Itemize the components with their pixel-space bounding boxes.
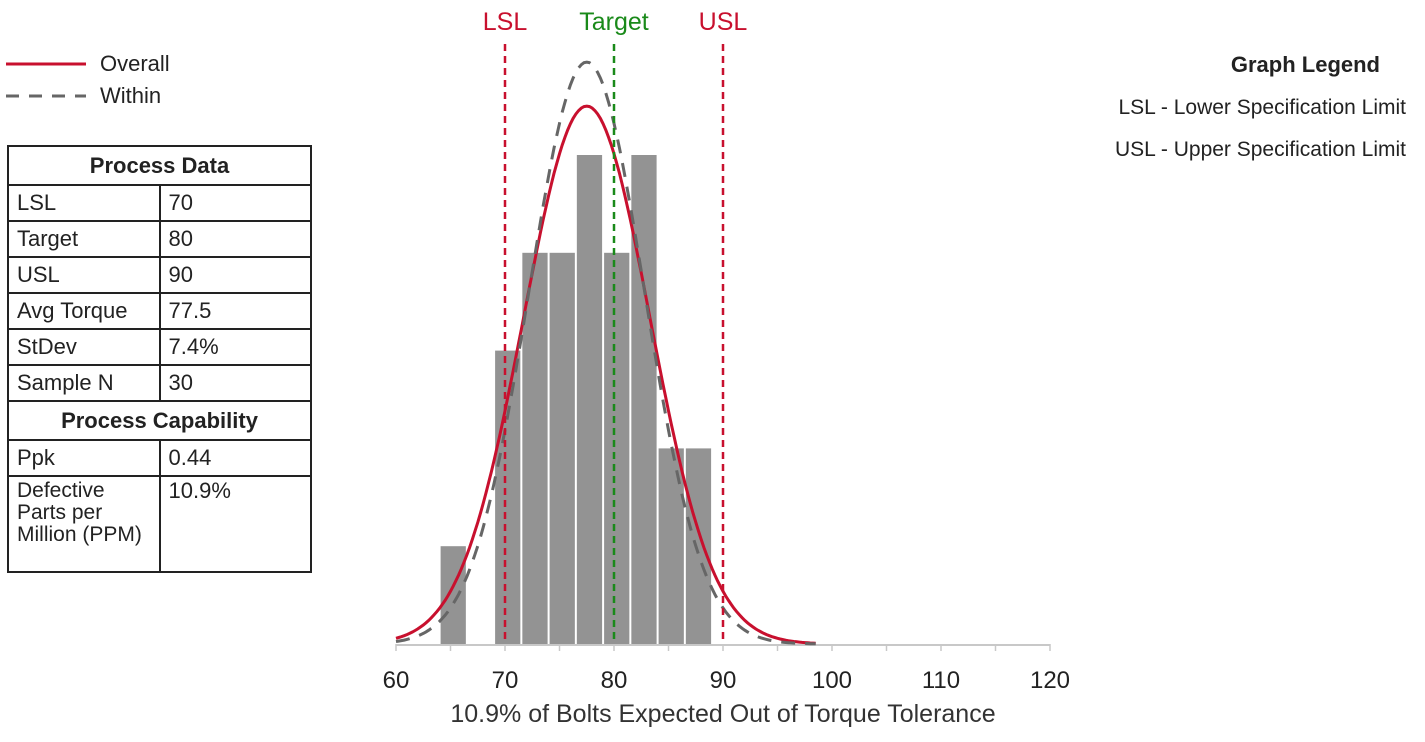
- histogram-bar: [576, 155, 603, 644]
- legend-label-within: Within: [100, 83, 162, 108]
- x-tick-label: 80: [601, 667, 628, 694]
- x-tick-label: 90: [710, 667, 737, 694]
- legend-label-overall: Overall: [100, 51, 170, 76]
- row-label: LSL: [7, 184, 161, 222]
- x-tick-label: 100: [812, 667, 852, 694]
- histogram-bar: [549, 252, 575, 645]
- row-value: 0.44: [158, 439, 312, 477]
- process-data-header: Process Data: [7, 145, 312, 186]
- graph-legend-lsl: LSL - Lower Specification Limit: [1118, 96, 1406, 119]
- histogram-bar: [604, 252, 630, 645]
- graph-legend: Graph Legend LSL - Lower Specification L…: [1000, 52, 1420, 162]
- histogram-bar: [440, 546, 466, 644]
- process-data-table: Process Data LSL 70 Target 80 USL 90 Avg To…: [7, 145, 312, 573]
- row-value: 70: [158, 184, 312, 222]
- row-value: 10.9%: [158, 475, 312, 573]
- table-row: LSL 70: [7, 184, 312, 222]
- x-tick-label: 70: [492, 667, 519, 694]
- series-legend: Overall Within: [6, 48, 206, 112]
- process-capability-header: Process Capability: [7, 400, 312, 441]
- spec-label-lsl: LSL: [483, 8, 528, 36]
- row-label: Defective Parts per Million (PPM): [7, 475, 161, 573]
- table-row: Defective Parts per Million (PPM) 10.9%: [7, 475, 312, 573]
- overall-curve: [395, 104, 816, 645]
- table-row: Ppk 0.44: [7, 439, 312, 477]
- row-label: Ppk: [7, 439, 161, 477]
- row-label: Target: [7, 220, 161, 258]
- x-tick-label: 60: [383, 667, 410, 694]
- table-row: Avg Torque 77.5: [7, 292, 312, 330]
- x-tick-label: 110: [922, 667, 960, 694]
- histogram-bar: [631, 155, 657, 644]
- table-row: USL 90: [7, 256, 312, 294]
- histogram-bar: [685, 448, 712, 644]
- row-label: USL: [7, 256, 161, 294]
- row-value: 7.4%: [158, 328, 312, 366]
- within-curve: [395, 60, 816, 646]
- legend-item-overall: Overall: [6, 48, 206, 80]
- x-tick-label: 120: [1030, 667, 1070, 694]
- row-label: StDev: [7, 328, 161, 366]
- graph-legend-usl: USL - Upper Specification Limit: [1114, 138, 1406, 161]
- row-value: 77.5: [158, 292, 312, 330]
- histogram-bar: [522, 252, 548, 645]
- solid-line-swatch: [6, 62, 86, 66]
- row-value: 90: [158, 256, 312, 294]
- table-row: StDev 7.4%: [7, 328, 312, 366]
- legend-item-within: Within: [6, 80, 206, 112]
- row-value: 80: [158, 220, 312, 258]
- spec-label-target: Target: [579, 8, 649, 36]
- x-axis-label: 10.9% of Bolts Expected Out of Torque To…: [450, 700, 995, 728]
- histogram-bar: [658, 448, 684, 644]
- row-label: Avg Torque: [7, 292, 161, 330]
- row-value: 30: [158, 364, 312, 402]
- spec-label-usl: USL: [699, 8, 748, 36]
- table-row: Target 80: [7, 220, 312, 258]
- row-label: Sample N: [7, 364, 161, 402]
- graph-legend-title: Graph Legend: [1230, 52, 1380, 77]
- table-row: Sample N 30: [7, 364, 312, 402]
